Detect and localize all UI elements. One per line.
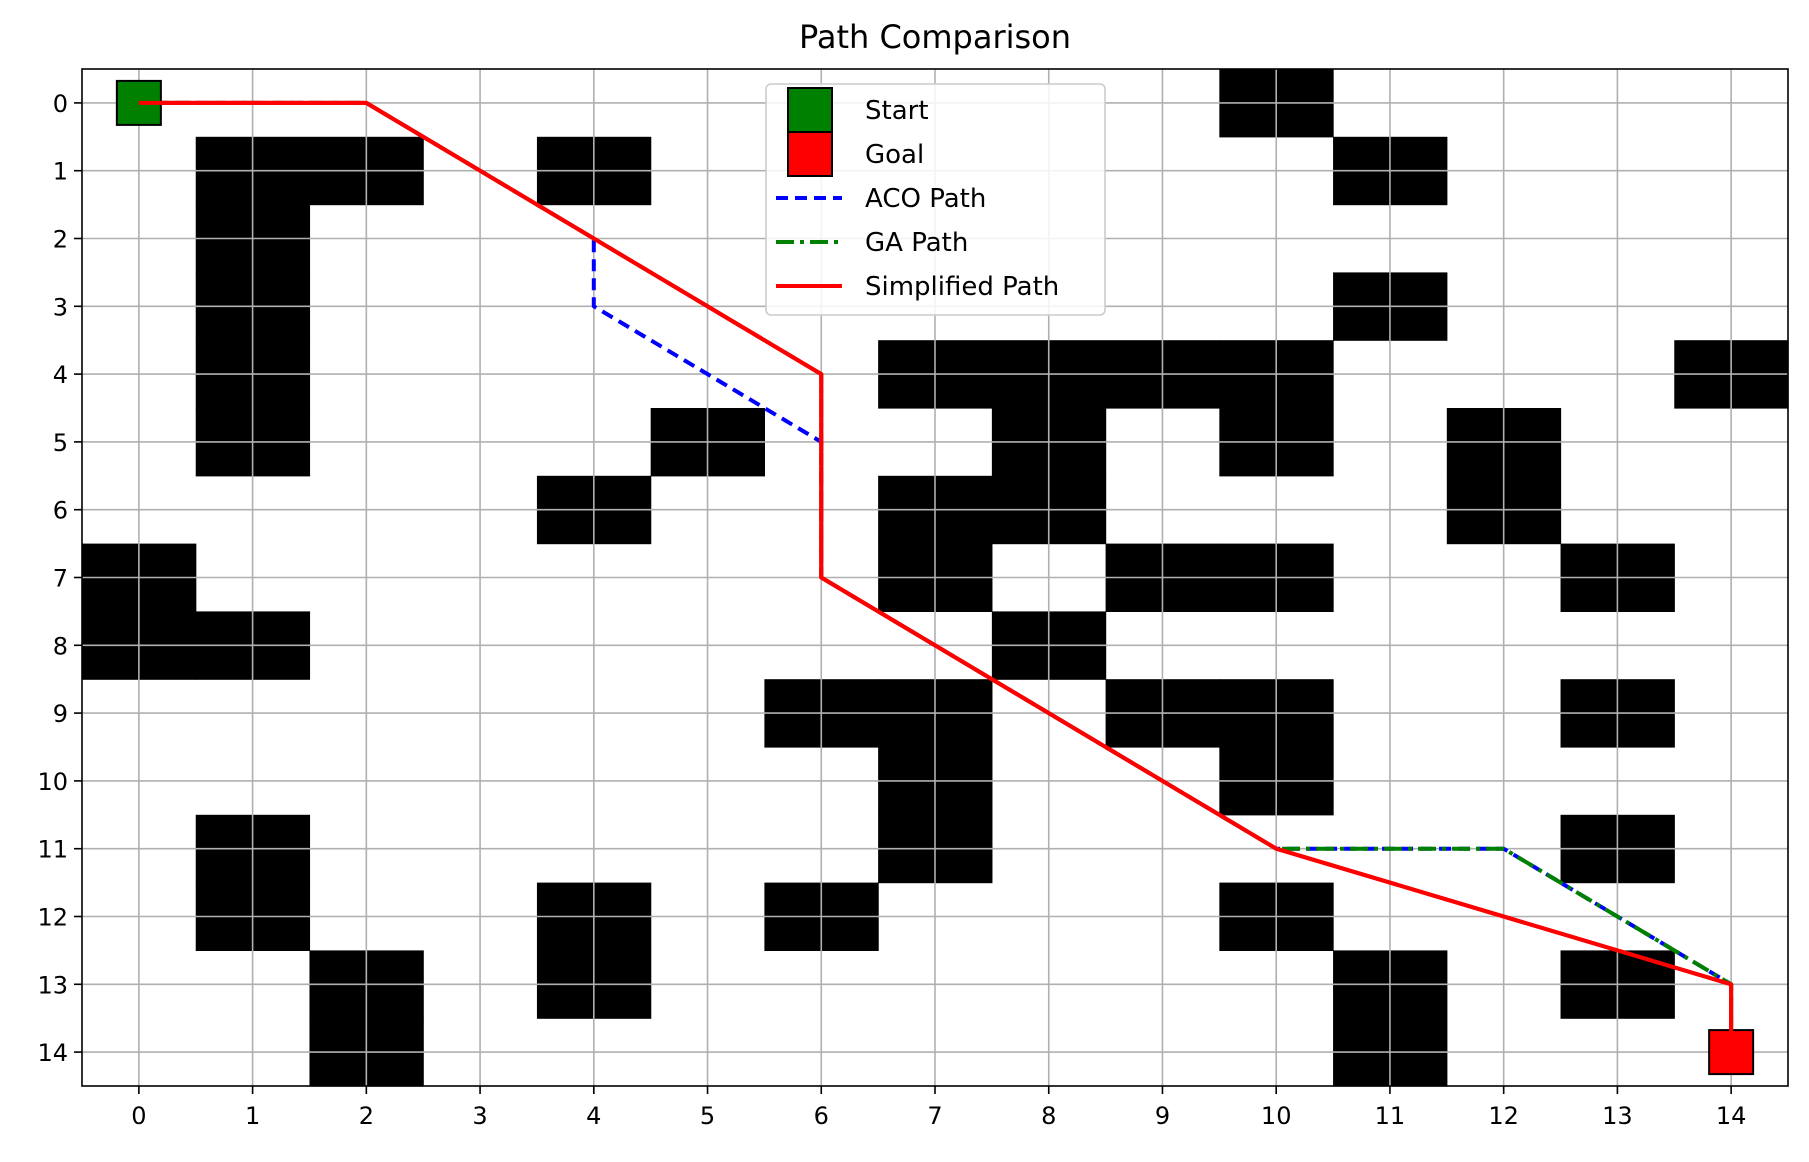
- legend-box: [765, 83, 1106, 316]
- y-tick-label: 3: [53, 293, 68, 321]
- y-tick-label: 4: [53, 361, 68, 389]
- x-tick-label: 7: [927, 1102, 942, 1130]
- x-tick-label: 13: [1602, 1102, 1633, 1130]
- legend-label: GA Path: [865, 228, 968, 258]
- x-tick-label: 3: [472, 1102, 487, 1130]
- legend-swatch-start: [787, 87, 833, 133]
- x-tick-label: 0: [131, 1102, 146, 1130]
- y-tick-label: 8: [53, 632, 68, 660]
- y-tick-label: 7: [53, 565, 68, 593]
- legend-label: Goal: [865, 140, 924, 170]
- x-tick-label: 12: [1488, 1102, 1519, 1130]
- y-tick-label: 12: [37, 904, 68, 932]
- y-tick-label: 1: [53, 158, 68, 186]
- x-tick-label: 2: [359, 1102, 374, 1130]
- x-tick-label: 14: [1716, 1102, 1747, 1130]
- y-tick-label: 9: [53, 700, 68, 728]
- y-tick-label: 14: [37, 1039, 68, 1067]
- y-tick-label: 6: [53, 497, 68, 525]
- y-tick-label: 13: [37, 971, 68, 999]
- series-simplified-path-overlay: [138, 100, 1734, 1053]
- marker-layer: [115, 79, 1755, 1076]
- x-tick-label: 1: [245, 1102, 260, 1130]
- x-tick-label: 10: [1261, 1102, 1292, 1130]
- x-tick-label: 8: [1041, 1102, 1056, 1130]
- y-tick-label: 10: [37, 768, 68, 796]
- x-axis: 0 1 2 3 4 5 6 7 8 9 10 11 12 13 14: [131, 1086, 1746, 1130]
- x-tick-label: 9: [1155, 1102, 1170, 1130]
- x-tick-label: 6: [814, 1102, 829, 1130]
- x-tick-label: 4: [586, 1102, 601, 1130]
- x-tick-label: 5: [700, 1102, 715, 1130]
- x-tick-label: 11: [1375, 1102, 1406, 1130]
- y-tick-label: 5: [53, 429, 68, 457]
- legend-label: ACO Path: [865, 184, 986, 214]
- legend-label: Start: [865, 96, 929, 126]
- y-tick-label: 0: [53, 90, 68, 118]
- legend-swatch-goal: [787, 131, 833, 177]
- legend-label: Simplified Path: [865, 272, 1059, 302]
- chart-title: Path Comparison: [799, 18, 1071, 56]
- y-tick-label: 11: [37, 836, 68, 864]
- legend: Start Goal ACO Path GA Path Simplified Path: [765, 83, 1106, 316]
- y-tick-label: 2: [53, 226, 68, 254]
